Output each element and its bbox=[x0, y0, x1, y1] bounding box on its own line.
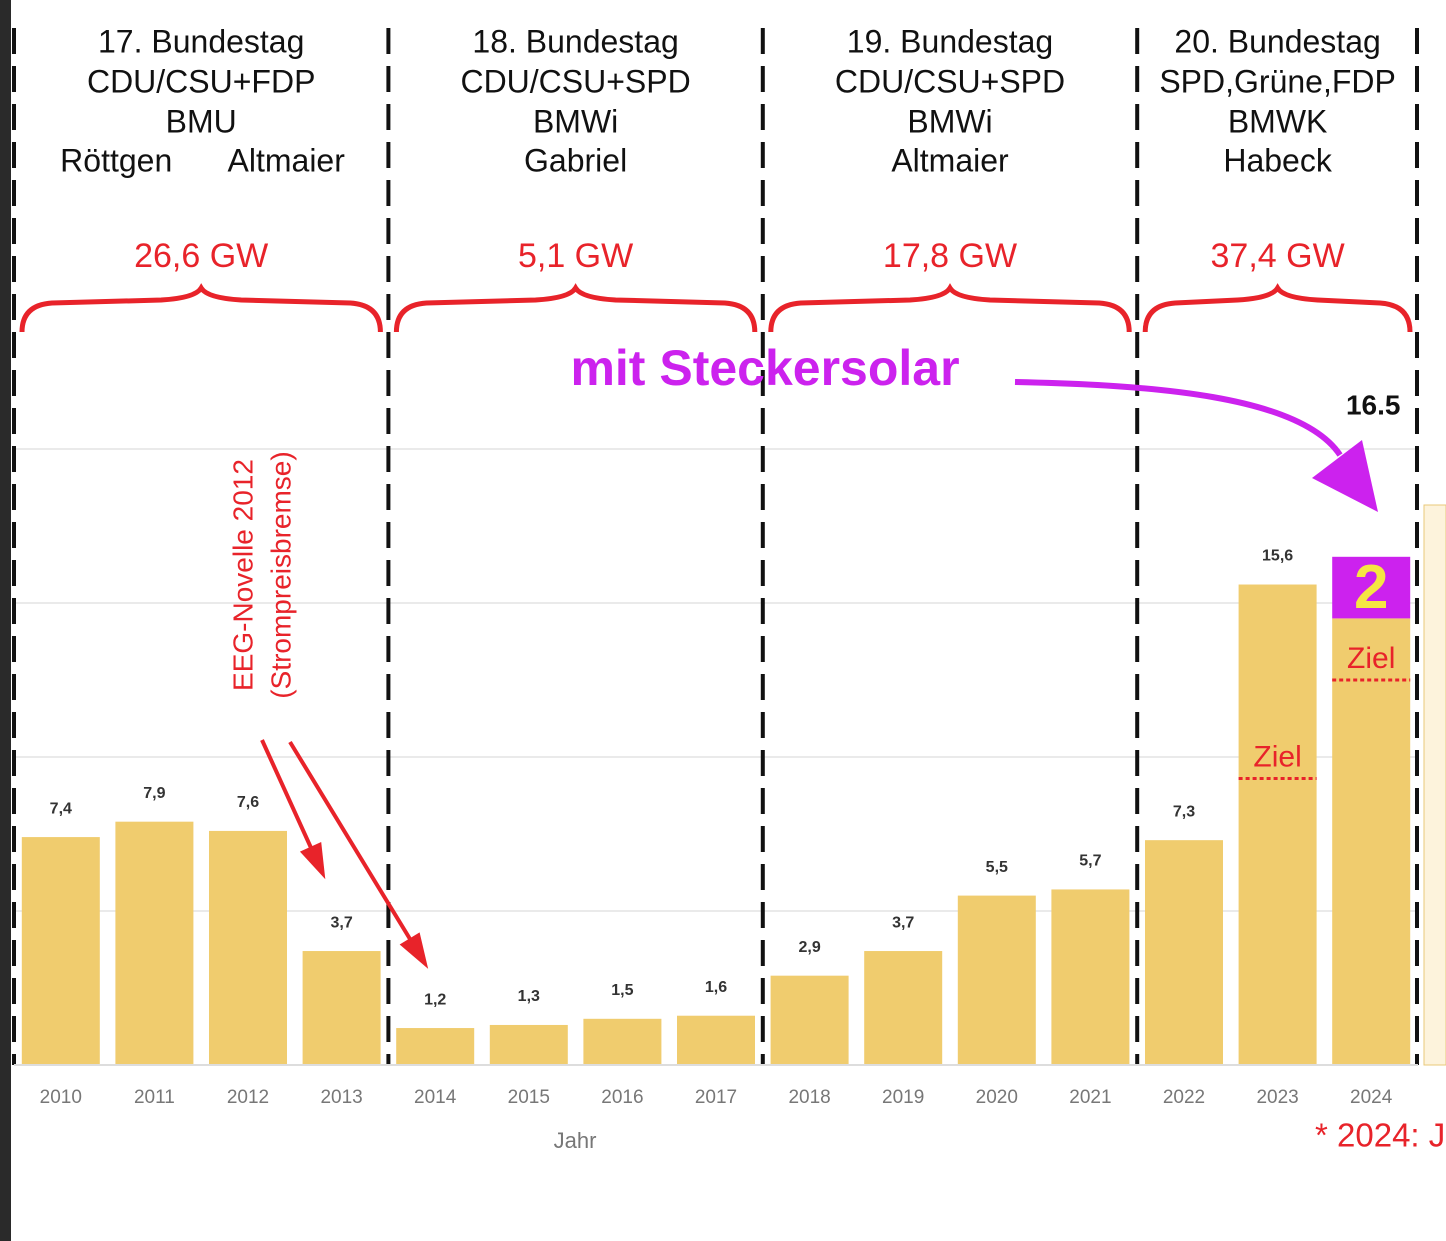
x-tick-label: 2012 bbox=[227, 1087, 269, 1108]
bar bbox=[957, 895, 1036, 1065]
x-tick-label: 2019 bbox=[882, 1087, 924, 1108]
minister: Röttgen bbox=[60, 142, 172, 178]
bar bbox=[302, 951, 381, 1065]
bar bbox=[396, 1028, 475, 1065]
x-tick-label: 2016 bbox=[601, 1087, 643, 1108]
x-tick-label: 2021 bbox=[1069, 1087, 1111, 1108]
brace bbox=[19, 283, 383, 333]
x-tick-label: 2024 bbox=[1350, 1087, 1393, 1108]
x-tick-label: 2014 bbox=[414, 1087, 457, 1108]
value-label: 3,7 bbox=[892, 914, 914, 931]
brace bbox=[393, 283, 758, 333]
period-gw: 5,1 GW bbox=[518, 237, 633, 275]
eeg-arrowhead bbox=[399, 932, 429, 969]
eeg-arrowhead bbox=[299, 842, 326, 880]
x-tick-label: 2018 bbox=[788, 1087, 830, 1108]
minister: Habeck bbox=[1223, 142, 1333, 178]
bar bbox=[489, 1024, 568, 1065]
x-tick-label: 2017 bbox=[695, 1087, 737, 1108]
hatched-bar bbox=[1423, 504, 1446, 1066]
period-line: 17. Bundestag bbox=[98, 23, 304, 59]
period-line: 18. Bundestag bbox=[472, 23, 678, 59]
period-gw: 17,8 GW bbox=[883, 237, 1017, 275]
minister: Altmaier bbox=[228, 142, 346, 178]
eeg-arrow bbox=[288, 740, 426, 964]
target-label: Ziel bbox=[1347, 642, 1395, 675]
period-line: SPD,Grüne,FDP bbox=[1159, 63, 1396, 99]
steckersolar-total: 16.5 bbox=[1346, 389, 1401, 420]
value-label: 5,7 bbox=[1079, 853, 1101, 870]
period-line: BMWi bbox=[907, 103, 992, 139]
eeg-note: EEG-Novelle 2012 bbox=[227, 459, 258, 691]
bar bbox=[1238, 584, 1317, 1065]
value-label: 1,5 bbox=[611, 982, 633, 999]
period-line: BMWi bbox=[533, 103, 618, 139]
value-label: 7,4 bbox=[50, 800, 72, 817]
steckersolar-arrowhead bbox=[1312, 440, 1378, 512]
bar bbox=[1332, 618, 1411, 1065]
period-line: BMWK bbox=[1228, 103, 1328, 139]
value-label: 7,3 bbox=[1173, 803, 1195, 820]
brace bbox=[1142, 283, 1413, 333]
period-line: CDU/CSU+SPD bbox=[835, 63, 1065, 99]
x-tick-label: 2022 bbox=[1163, 1087, 1205, 1108]
value-label: 2,9 bbox=[798, 939, 820, 956]
bar bbox=[1145, 840, 1223, 1065]
bar bbox=[770, 975, 849, 1065]
period-line: 20. Bundestag bbox=[1174, 23, 1380, 59]
steckersolar-label: mit Steckersolar bbox=[570, 340, 959, 396]
bar bbox=[115, 821, 194, 1065]
period-gw: 26,6 GW bbox=[134, 237, 268, 275]
minister: Gabriel bbox=[524, 142, 627, 178]
period-line: CDU/CSU+FDP bbox=[87, 63, 315, 99]
footnote: * 2024: J bbox=[1315, 1117, 1445, 1154]
eeg-note: (Strompreisbremse) bbox=[265, 451, 296, 698]
minister: Altmaier bbox=[891, 142, 1009, 178]
x-tick-label: 2010 bbox=[40, 1087, 82, 1108]
x-tick-label: 2015 bbox=[508, 1087, 550, 1108]
period-line: BMU bbox=[166, 103, 237, 139]
bar bbox=[677, 1015, 755, 1065]
steckersolar-arrow bbox=[1014, 379, 1343, 457]
value-label: 1,6 bbox=[705, 979, 727, 996]
value-label: 7,9 bbox=[143, 785, 165, 802]
value-label: 15,6 bbox=[1262, 548, 1293, 565]
brace bbox=[768, 283, 1132, 333]
steckersolar-segment bbox=[1332, 556, 1411, 619]
bar bbox=[583, 1018, 662, 1065]
value-label: 7,6 bbox=[237, 794, 259, 811]
x-axis-title: Jahr bbox=[554, 1128, 597, 1153]
bar bbox=[21, 837, 100, 1065]
value-label: 5,5 bbox=[986, 859, 1008, 876]
bar bbox=[209, 830, 287, 1065]
value-label: 1,2 bbox=[424, 991, 446, 1008]
x-tick-label: 2020 bbox=[976, 1087, 1018, 1108]
x-tick-label: 2023 bbox=[1256, 1087, 1298, 1108]
bar bbox=[864, 951, 943, 1065]
target-label: Ziel bbox=[1253, 740, 1301, 773]
bar bbox=[1051, 889, 1130, 1065]
period-line: 19. Bundestag bbox=[847, 23, 1053, 59]
value-label: 1,3 bbox=[518, 988, 540, 1005]
x-tick-label: 2011 bbox=[134, 1087, 175, 1108]
steckersolar-value: 2 bbox=[1354, 553, 1388, 622]
period-line: CDU/CSU+SPD bbox=[460, 63, 690, 99]
value-label: 3,7 bbox=[330, 914, 352, 931]
x-tick-label: 2013 bbox=[320, 1087, 362, 1108]
photo-edge bbox=[0, 0, 11, 1241]
period-gw: 37,4 GW bbox=[1211, 237, 1345, 275]
